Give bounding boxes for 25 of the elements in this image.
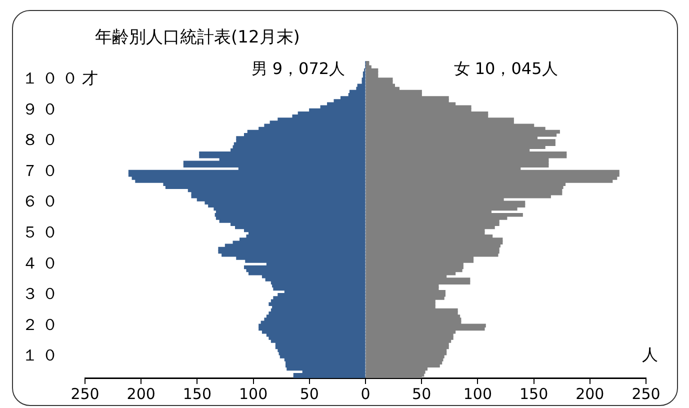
series-label: 男 9，072人 [251,59,346,78]
y-tick-label: １００才 [22,68,98,88]
x-tick-label: 200 [576,384,604,403]
x-tick-label: 150 [519,384,548,403]
y-tick-label: １０ [22,346,58,365]
chart-title: 年齢別人口統計表(12月末) [95,27,300,48]
y-tick-label: ５０ [22,222,58,242]
x-tick-label: 150 [182,384,212,403]
y-tick-label: ３０ [22,284,58,304]
y-tick-label: ７０ [22,160,58,180]
y-tick-label: ９０ [22,99,58,118]
series-label: 女 10，045人 [454,59,558,78]
x-axis-title: 人 [642,345,658,364]
y-tick-label: ６０ [22,192,58,211]
x-tick-label: 100 [238,384,268,403]
x-tick-label: 100 [463,384,492,403]
y-tick-label: ２０ [22,314,58,334]
y-tick-label: ８０ [22,130,58,150]
x-tick-label: 200 [126,384,156,403]
x-tick-label: 50 [412,384,432,403]
x-tick-label: 250 [632,384,660,403]
x-tick-label: 50 [300,384,319,403]
y-tick-label: ４０ [22,253,58,272]
x-tick-label: 0 [360,384,370,403]
x-tick-label: 250 [70,384,100,403]
